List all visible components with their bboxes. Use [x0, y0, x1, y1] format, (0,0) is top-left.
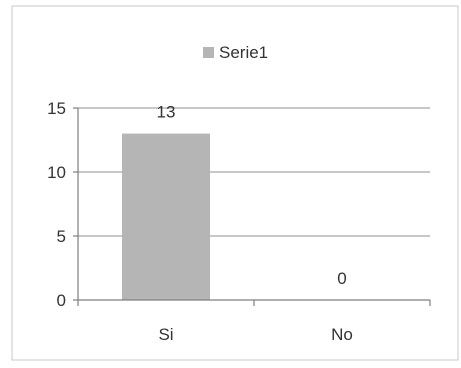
- axes: [73, 107, 431, 306]
- x-tick-label: No: [331, 325, 353, 344]
- data-label: 13: [157, 103, 176, 122]
- x-tick-label: Si: [158, 325, 173, 344]
- legend: Serie1: [203, 43, 268, 62]
- y-tick-label: 0: [57, 291, 66, 310]
- bars: [122, 133, 210, 300]
- y-tick-labels: 0 5 10 15: [47, 99, 66, 310]
- legend-swatch: [203, 47, 214, 58]
- chart-border: [11, 5, 459, 361]
- y-tick-label: 5: [57, 227, 66, 246]
- x-tick-labels: Si No: [158, 325, 352, 344]
- data-label: 0: [337, 269, 346, 288]
- legend-label: Serie1: [219, 43, 268, 62]
- data-labels: 13 0: [157, 103, 347, 288]
- y-tick-label: 15: [47, 99, 66, 118]
- bar-si: [122, 133, 210, 300]
- y-tick-label: 10: [47, 163, 66, 182]
